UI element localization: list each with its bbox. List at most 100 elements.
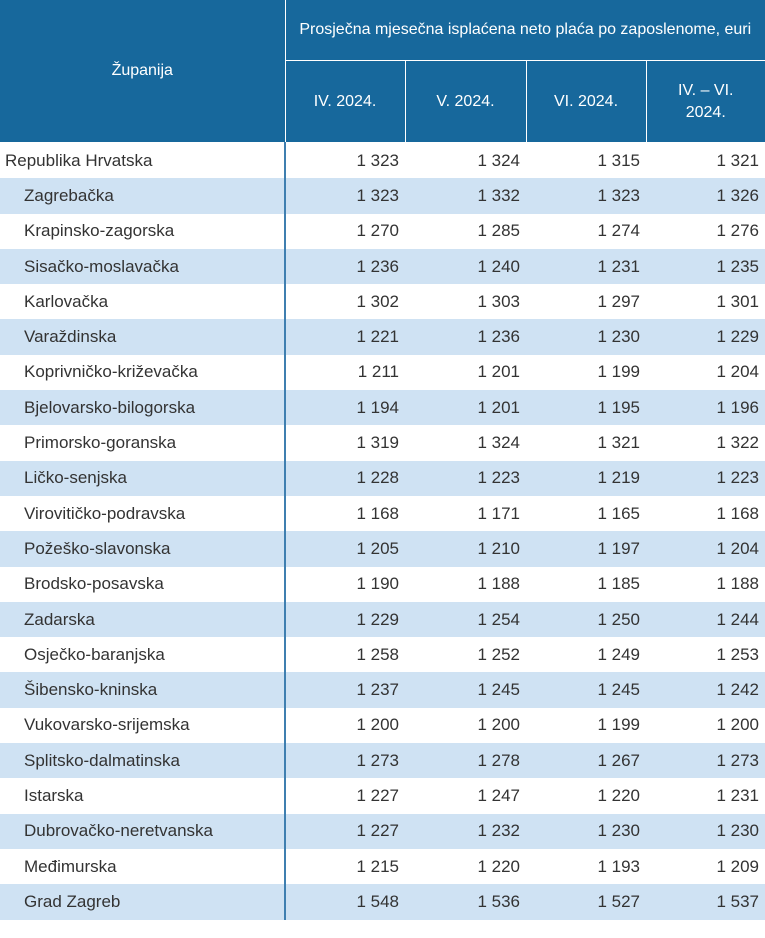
table-row: Zadarska 1 229 1 254 1 250 1 244 — [0, 601, 765, 638]
salary-value: 1 323 — [356, 150, 399, 170]
salary-value: 1 244 — [646, 601, 765, 638]
salary-value: 1 231 — [526, 248, 646, 285]
salary-value: 1 211 — [357, 362, 399, 382]
salary-value: 1 323 — [526, 178, 646, 214]
salary-value: 1 204 — [716, 362, 760, 382]
salary-value: 1 227 — [356, 785, 399, 805]
column-header: IV. – VI. 2024. — [645, 60, 765, 143]
table-row: Varaždinska 1 221 1 236 1 230 1 229 — [0, 319, 765, 355]
salary-value: 1 536 — [405, 884, 526, 920]
salary-value: 1 537 — [646, 884, 765, 920]
salary-value: 1 324 — [477, 150, 520, 170]
salary-value: 1 209 — [716, 856, 760, 876]
salary-value: 1 302 — [356, 291, 399, 311]
salary-value: 1 200 — [716, 715, 760, 735]
salary-value: 1 223 — [405, 460, 526, 496]
table-row: Krapinsko-zagorska 1 270 1 285 1 274 1 276 — [0, 213, 765, 249]
salary-value: 1 200 — [477, 715, 520, 735]
salary-value: 1 232 — [405, 813, 526, 849]
salary-value: 1 229 — [285, 601, 405, 638]
salary-value: 1 188 — [477, 574, 520, 594]
region-name: Dubrovačko-neretvanska — [0, 813, 286, 849]
salary-value: 1 322 — [716, 433, 760, 453]
salary-value: 1 235 — [646, 248, 765, 285]
region-name: Grad Zagreb — [0, 884, 286, 920]
table-row: Zagrebačka 1 323 1 332 1 323 1 326 — [0, 178, 765, 214]
salary-value: 1 171 — [477, 503, 520, 523]
salary-value: 1 228 — [285, 460, 405, 496]
salary-value: 1 278 — [405, 743, 526, 779]
table-row: Sisačko-moslavačka 1 236 1 240 1 231 1 235 — [0, 248, 765, 285]
salary-value: 1 236 — [405, 319, 526, 355]
salary-value: 1 321 — [597, 433, 640, 453]
salary-value: 1 227 — [285, 813, 405, 849]
salary-value: 1 210 — [405, 531, 526, 567]
table-row: Ličko-senjska 1 228 1 223 1 219 1 223 — [0, 460, 765, 496]
region-name: Ličko-senjska — [0, 460, 286, 496]
salary-value: 1 273 — [285, 743, 405, 779]
salary-value: 1 527 — [526, 884, 646, 920]
salary-value: 1 201 — [405, 390, 526, 426]
salary-value: 1 321 — [716, 150, 760, 170]
table-row: Grad Zagreb 1 548 1 536 1 527 1 537 — [0, 884, 765, 920]
salary-value: 1 250 — [526, 601, 646, 638]
region-name: Međimurska — [0, 848, 286, 885]
region-name: Bjelovarsko-bilogorska — [0, 390, 286, 426]
salary-value: 1 247 — [477, 785, 520, 805]
table-row: Požeško-slavonska 1 205 1 210 1 197 1 204 — [0, 531, 765, 567]
table-row: Koprivničko-križevačka 1 211 1 201 1 199 1 2… — [0, 354, 765, 391]
salary-value: 1 326 — [646, 178, 765, 214]
salary-value: 1 323 — [285, 178, 405, 214]
salary-value: 1 231 — [716, 785, 760, 805]
region-name: Primorsko-goranska — [0, 425, 286, 461]
region-name: Koprivničko-križevačka — [0, 354, 286, 391]
salary-value: 1 204 — [646, 531, 765, 567]
salary-value: 1 197 — [526, 531, 646, 567]
salary-value: 1 215 — [356, 856, 399, 876]
salary-value: 1 168 — [356, 503, 399, 523]
salary-value: 1 273 — [646, 743, 765, 779]
table-row: Bjelovarsko-bilogorska 1 194 1 201 1 195 1 1… — [0, 390, 765, 426]
salary-value: 1 332 — [405, 178, 526, 214]
table-row-total: Republika Hrvatska 1 323 1 324 1 315 1 321 — [0, 142, 765, 179]
table-row: Brodsko-posavska 1 190 1 188 1 185 1 188 — [0, 566, 765, 602]
salary-value: 1 297 — [597, 291, 640, 311]
salary-value: 1 185 — [597, 574, 640, 594]
region-name: Šibensko-kninska — [0, 672, 286, 708]
region-name: Republika Hrvatska — [0, 142, 286, 179]
salary-value: 1 168 — [716, 503, 760, 523]
salary-value: 1 240 — [405, 248, 526, 285]
salary-value: 1 319 — [356, 433, 399, 453]
salary-value: 1 267 — [526, 743, 646, 779]
salary-value: 1 249 — [597, 644, 640, 664]
salary-value: 1 230 — [526, 319, 646, 355]
salary-value: 1 196 — [646, 390, 765, 426]
table-row: Vukovarsko-srijemska 1 200 1 200 1 199 1 200 — [0, 707, 765, 744]
salary-value: 1 221 — [285, 319, 405, 355]
salary-value: 1 315 — [597, 150, 640, 170]
salary-value: 1 301 — [716, 291, 760, 311]
salary-value: 1 285 — [477, 221, 520, 241]
salary-value: 1 229 — [646, 319, 765, 355]
region-name: Zadarska — [0, 601, 286, 638]
salary-value: 1 258 — [356, 644, 399, 664]
salary-value: 1 230 — [526, 813, 646, 849]
salary-value: 1 276 — [716, 221, 760, 241]
salary-value: 1 254 — [405, 601, 526, 638]
salary-value: 1 253 — [716, 644, 760, 664]
region-name: Vukovarsko-srijemska — [0, 707, 286, 744]
salary-value: 1 195 — [526, 390, 646, 426]
salary-value: 1 223 — [646, 460, 765, 496]
salary-value: 1 220 — [477, 856, 520, 876]
region-name: Osječko-baranjska — [0, 637, 286, 673]
table-row: Primorsko-goranska 1 319 1 324 1 321 1 322 — [0, 425, 765, 461]
table-row: Splitsko-dalmatinska 1 273 1 278 1 267 1 273 — [0, 743, 765, 779]
salary-value: 1 199 — [597, 362, 640, 382]
salary-group-header: Prosječna mjesečna isplaćena neto plaća … — [284, 0, 765, 61]
salary-value: 1 236 — [285, 248, 405, 285]
region-name: Varaždinska — [0, 319, 286, 355]
salary-value: 1 199 — [597, 715, 640, 735]
table-row: Virovitičko-podravska 1 168 1 171 1 165 1 16… — [0, 495, 765, 532]
salary-value: 1 201 — [477, 362, 520, 382]
